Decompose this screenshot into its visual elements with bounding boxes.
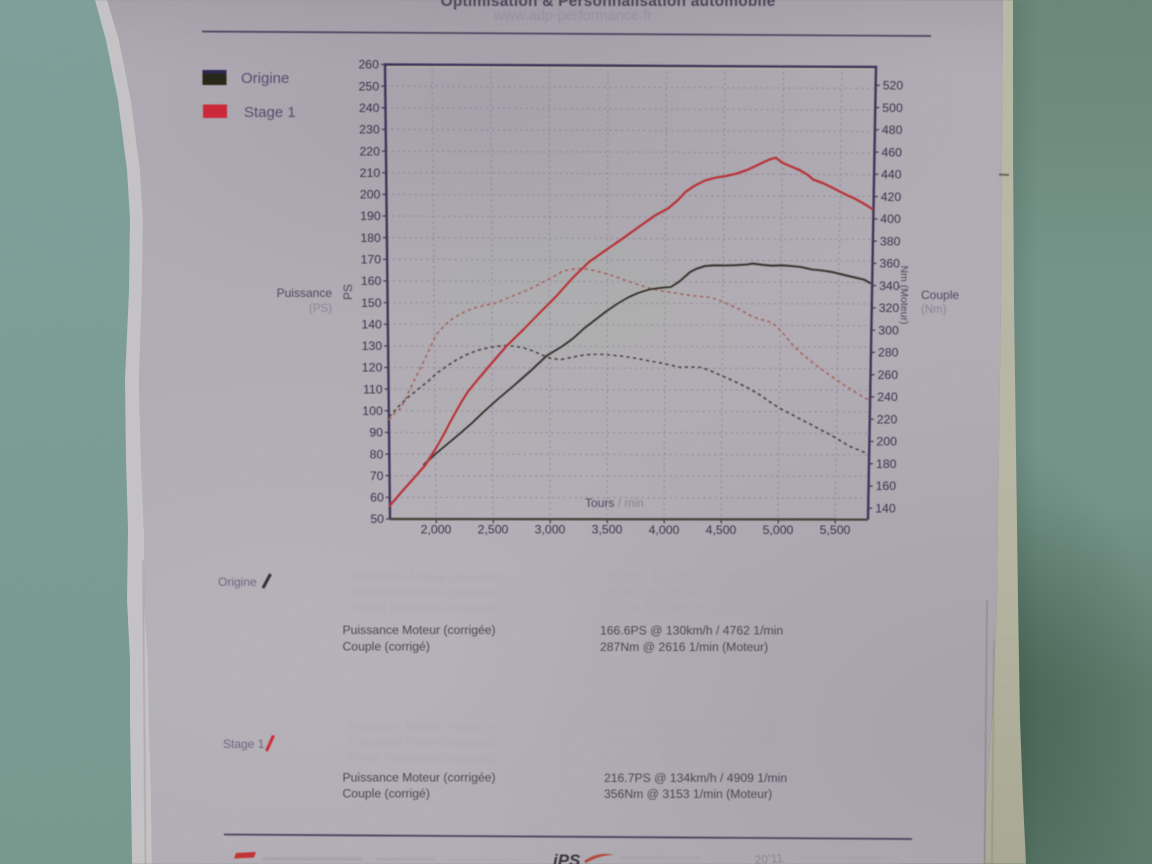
svg-text:180: 180 [876, 457, 897, 471]
svg-text:200: 200 [360, 188, 381, 202]
svg-text:4,500: 4,500 [706, 523, 737, 537]
svg-text:60: 60 [370, 491, 384, 505]
svg-text:70: 70 [370, 469, 384, 483]
svg-text:iPS: iPS [553, 851, 581, 864]
svg-text:Origine: Origine [218, 575, 257, 589]
svg-text:136.4PS @ 130km/h / 4762 1/min: 136.4PS @ 130km/h / 4762 1/min [601, 586, 778, 600]
svg-text:400: 400 [880, 212, 901, 226]
svg-text:Origine: Origine [241, 70, 289, 87]
svg-text:3,500: 3,500 [592, 523, 623, 537]
svg-text:207.9PS @ 134km/h / 4905 1/min: 207.9PS @ 134km/h / 4905 1/min [601, 719, 778, 733]
svg-text:190: 190 [360, 209, 381, 223]
svg-text:240: 240 [359, 101, 380, 115]
svg-text:Puissance Moteur (mesurée): Puissance Moteur (mesurée) [352, 570, 504, 584]
svg-text:356Nm @ 3153 1/min (Moteur): 356Nm @ 3153 1/min (Moteur) [604, 787, 772, 801]
svg-text:360: 360 [880, 257, 901, 271]
svg-text:20’11: 20’11 [754, 851, 784, 864]
svg-text:3,000: 3,000 [535, 523, 566, 537]
svg-text:Puissance Moteur (mesurée): Puissance Moteur (mesurée) [347, 719, 499, 733]
svg-text:www.adp-performance.fr: www.adp-performance.fr [493, 8, 652, 24]
svg-text:110: 110 [363, 382, 383, 396]
svg-text:2,500: 2,500 [478, 523, 509, 537]
svg-text:287Nm @ 2616 1/min (Moteur): 287Nm @ 2616 1/min (Moteur) [600, 640, 768, 654]
svg-text:5,500: 5,500 [820, 523, 851, 537]
svg-text:Puissance Moteur (corrigée): Puissance Moteur (corrigée) [343, 623, 496, 637]
svg-text:Stage 1: Stage 1 [244, 104, 296, 121]
svg-text:216.7PS @ 134km/h / 4909 1/min: 216.7PS @ 134km/h / 4909 1/min [604, 771, 787, 785]
svg-text:160: 160 [876, 479, 897, 493]
svg-text:380: 380 [880, 234, 901, 248]
svg-text:Puissance Moteur (corrigée): Puissance Moteur (corrigée) [343, 771, 496, 785]
svg-text:140: 140 [361, 317, 382, 331]
svg-text:210: 210 [360, 166, 381, 180]
svg-text:PS: PS [341, 284, 355, 300]
svg-text:160: 160 [361, 274, 382, 288]
svg-text:4,000: 4,000 [649, 523, 680, 537]
svg-text:159.8PS @ 129km/h / 4750 1/min: 159.8PS @ 129km/h / 4750 1/min [601, 570, 778, 584]
svg-text:30.2PS @ 129km/h / 4750 1/min: 30.2PS @ 129km/h / 4750 1/min [601, 601, 772, 615]
svg-text:500: 500 [882, 101, 903, 115]
svg-text:90: 90 [369, 426, 383, 440]
svg-text:230: 230 [359, 123, 380, 137]
svg-text:280: 280 [878, 346, 899, 360]
svg-text:420: 420 [881, 190, 902, 204]
svg-text:200: 200 [876, 435, 897, 449]
svg-text:260: 260 [878, 368, 899, 382]
svg-text:150: 150 [361, 296, 382, 310]
svg-text:80: 80 [370, 447, 384, 461]
svg-text:180: 180 [360, 231, 381, 245]
svg-text:Nm (Moteur): Nm (Moteur) [898, 266, 910, 325]
svg-text:Stage 1: Stage 1 [223, 737, 265, 751]
svg-text:Puissance Roues (mesurée): Puissance Roues (mesurée) [347, 735, 496, 749]
svg-text:166.6PS @ 130km/h / 4762 1/min: 166.6PS @ 130km/h / 4762 1/min [600, 624, 783, 638]
svg-text:460: 460 [882, 145, 903, 159]
svg-text:520: 520 [883, 79, 904, 93]
svg-text:340: 340 [879, 279, 900, 293]
svg-text:50: 50 [370, 512, 384, 526]
svg-text:130: 130 [362, 339, 383, 353]
svg-text:(Nm): (Nm) [921, 304, 947, 316]
svg-text:100: 100 [362, 404, 383, 418]
svg-text:440: 440 [881, 168, 902, 182]
svg-text:Tours / min: Tours / min [585, 496, 644, 510]
svg-text:Puissance Roues (mesurée): Puissance Roues (mesurée) [352, 586, 501, 600]
svg-text:Couple: Couple [921, 288, 959, 302]
svg-text:170: 170 [361, 253, 382, 267]
svg-text:140: 140 [875, 501, 896, 515]
svg-text:5,000: 5,000 [763, 523, 794, 537]
svg-text:2,000: 2,000 [421, 523, 452, 537]
svg-text:220: 220 [877, 412, 898, 426]
svg-text:240: 240 [877, 390, 898, 404]
svg-text:260: 260 [358, 58, 379, 72]
svg-text:300: 300 [878, 323, 899, 337]
svg-text:220: 220 [359, 144, 380, 158]
svg-text:Couple (corrigé): Couple (corrigé) [343, 787, 430, 801]
svg-text:180.4PS @ 134km/h / 4909 1/min: 180.4PS @ 134km/h / 4909 1/min [601, 735, 778, 749]
svg-text:320: 320 [879, 301, 900, 315]
svg-text:31.2PS @ 134km/h / 4905 1/min: 31.2PS @ 134km/h / 4905 1/min [601, 751, 772, 765]
svg-text:250: 250 [359, 79, 380, 93]
svg-text:Pertes Puissance (mesurée): Pertes Puissance (mesurée) [347, 751, 496, 765]
svg-text:Pertes Puissance (mesurée): Pertes Puissance (mesurée) [352, 601, 501, 615]
svg-text:Couple (corrigé): Couple (corrigé) [343, 640, 430, 654]
svg-text:Puissance: Puissance [277, 286, 333, 300]
svg-text:120: 120 [362, 361, 383, 375]
svg-text:(PS): (PS) [309, 303, 332, 315]
svg-text:480: 480 [882, 123, 903, 137]
